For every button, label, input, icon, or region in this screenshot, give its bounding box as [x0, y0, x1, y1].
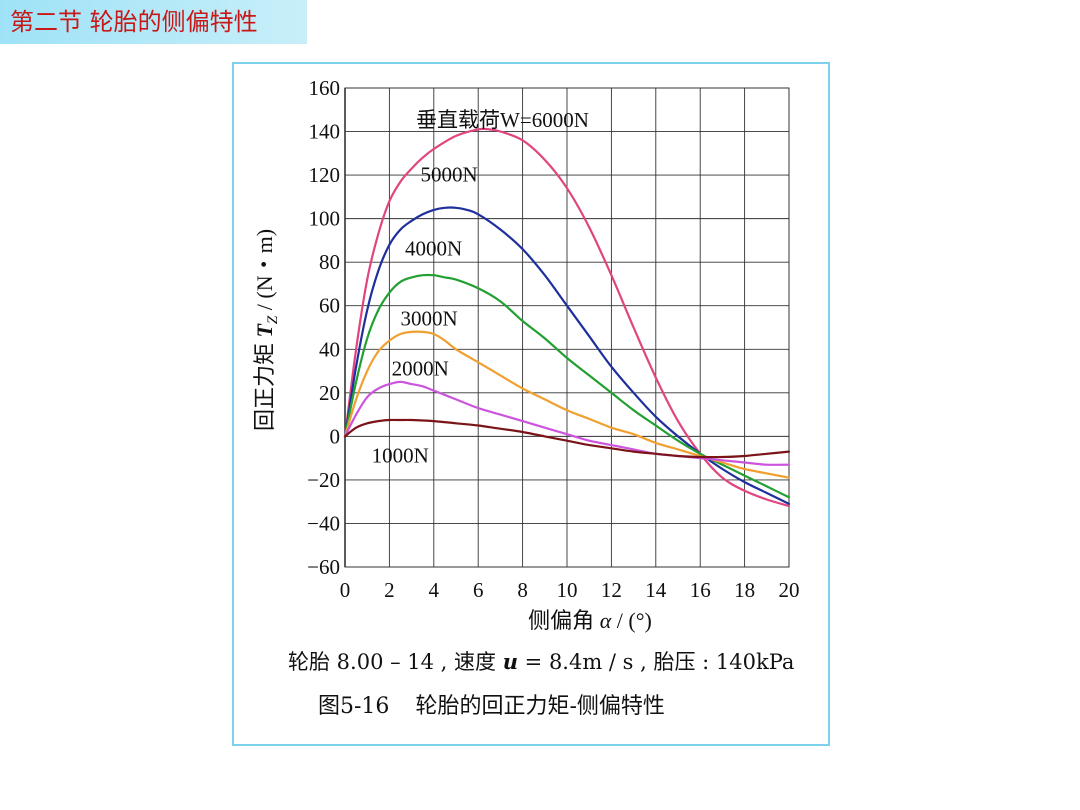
caption-speed-symbol: u — [502, 649, 518, 674]
chart-series-labels: 垂直载荷W=6000N 5000N 4000N 3000N 2000N 1000N — [372, 108, 589, 467]
x-axis-label-symbol: α — [600, 608, 612, 633]
x-axis-label-suffix: / (°) — [611, 608, 652, 633]
y-tick-label-0: 0 — [330, 424, 341, 448]
x-axis-label-prefix: 侧偏角 — [528, 608, 600, 633]
y-tick-label-100: 100 — [309, 207, 341, 231]
series-line-0 — [343, 127, 791, 508]
x-tick-label-12: 12 — [601, 578, 622, 602]
chart-ticks: 0 2 4 6 8 10 12 14 16 18 20 160 140 120 100 80 60 40 20 0 −2… — [307, 76, 799, 602]
x-tick-label-8: 8 — [517, 578, 528, 602]
series-label-4: 2000N — [392, 356, 449, 380]
chart-grid — [344, 87, 790, 568]
x-tick-label-2: 2 — [384, 578, 395, 602]
y-axis-label-subscript: Z — [265, 315, 281, 324]
y-axis-label-suffix: / (N・m) — [252, 229, 277, 316]
y-tick-label--20: −20 — [307, 468, 340, 492]
series-line-2 — [343, 273, 791, 499]
x-tick-label-20: 20 — [779, 578, 800, 602]
y-tick-label-80: 80 — [319, 250, 340, 274]
series-label-5: 1000N — [372, 443, 429, 467]
section-title: 第二节 轮胎的侧偏特性 — [0, 0, 307, 44]
x-axis-label: 侧偏角 α / (°) — [528, 608, 652, 633]
y-tick-label-40: 40 — [319, 337, 340, 361]
caption-conditions-prefix: 轮胎 8.00 – 14 , 速度 — [288, 650, 503, 674]
figure-frame — [232, 62, 830, 746]
x-tick-label-6: 6 — [473, 578, 484, 602]
y-axis-label-symbol: T — [252, 323, 277, 338]
y-tick-label--60: −60 — [307, 555, 340, 579]
series-label-0: 垂直载荷W=6000N — [416, 108, 589, 132]
series-label-3: 3000N — [401, 306, 458, 330]
y-tick-label-160: 160 — [309, 76, 341, 100]
series-line-1 — [343, 206, 791, 505]
x-tick-label-10: 10 — [557, 578, 578, 602]
figure-caption-conditions: 轮胎 8.00 – 14 , 速度 u = 8.4m / s , 胎压 : 14… — [288, 646, 1080, 676]
y-axis-label-prefix: 回正力矩 — [252, 338, 277, 432]
chart-series — [343, 127, 791, 508]
series-label-2: 4000N — [405, 237, 462, 261]
x-tick-label-0: 0 — [340, 578, 351, 602]
y-tick-label-120: 120 — [309, 163, 341, 187]
y-tick-label-140: 140 — [309, 120, 341, 144]
series-line-5 — [343, 418, 791, 459]
caption-conditions-suffix: = 8.4m / s , 胎压 : 140kPa — [518, 650, 795, 674]
x-tick-label-14: 14 — [645, 578, 667, 602]
series-label-1: 5000N — [420, 163, 477, 187]
series-line-3 — [343, 330, 791, 479]
x-tick-label-18: 18 — [734, 578, 755, 602]
y-tick-label-20: 20 — [319, 381, 340, 405]
y-tick-label-60: 60 — [319, 294, 340, 318]
y-axis-label: 回正力矩 TZ / (N・m) — [252, 229, 281, 431]
x-tick-label-16: 16 — [690, 578, 711, 602]
y-tick-label--40: −40 — [307, 511, 340, 535]
figure-title: 轮胎的回正力矩-侧偏特性 — [415, 694, 665, 719]
figure-number: 图5-16 — [318, 694, 390, 719]
figure-caption-title: 图5-16 轮胎的回正力矩-侧偏特性 — [318, 688, 1080, 720]
plot-area-border — [344, 87, 790, 568]
x-tick-label-4: 4 — [429, 578, 440, 602]
